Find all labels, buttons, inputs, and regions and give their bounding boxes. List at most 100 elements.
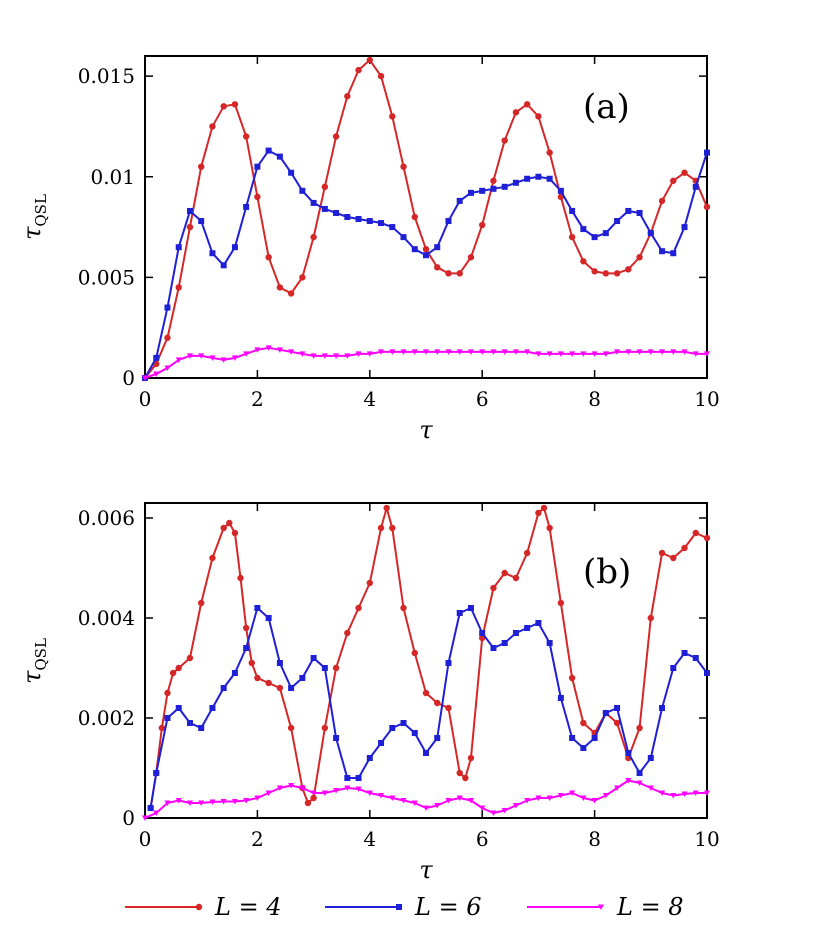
data-point xyxy=(569,735,576,741)
data-point xyxy=(383,504,390,512)
data-point xyxy=(299,675,306,681)
y-tick-label: 0 xyxy=(122,806,135,830)
data-point xyxy=(512,179,519,186)
data-point xyxy=(568,233,576,241)
data-point xyxy=(254,674,261,682)
legend-item: L = 4 xyxy=(125,893,282,921)
data-point xyxy=(659,705,666,711)
data-point xyxy=(175,284,182,291)
x-tick-label: 10 xyxy=(694,387,719,411)
data-point xyxy=(422,689,430,697)
data-point xyxy=(186,720,193,726)
data-point xyxy=(142,815,148,821)
data-point xyxy=(287,724,295,732)
data-point xyxy=(321,205,328,212)
x-tick-label: 4 xyxy=(363,387,376,411)
data-point xyxy=(186,207,193,214)
data-point xyxy=(670,793,677,799)
data-point xyxy=(243,203,250,210)
data-point xyxy=(557,695,564,701)
data-point xyxy=(670,554,677,562)
data-point xyxy=(479,805,486,811)
data-point xyxy=(681,169,688,176)
data-point xyxy=(467,349,474,355)
data-point xyxy=(647,614,654,622)
data-point xyxy=(411,730,418,736)
data-point xyxy=(647,349,654,355)
data-point xyxy=(378,220,385,227)
data-point xyxy=(164,800,171,806)
data-point xyxy=(299,785,306,791)
data-point xyxy=(456,795,463,801)
data-point xyxy=(467,189,474,196)
data-point xyxy=(186,800,193,806)
data-point xyxy=(209,705,216,711)
data-point xyxy=(220,357,227,363)
data-point xyxy=(670,665,677,671)
data-point xyxy=(647,755,654,761)
data-point xyxy=(153,770,160,776)
data-point xyxy=(220,799,227,805)
data-point xyxy=(434,349,441,355)
data-point xyxy=(445,660,452,666)
data-point xyxy=(332,133,340,140)
data-point xyxy=(310,794,317,802)
data-point xyxy=(692,183,699,190)
panel-label: (b) xyxy=(583,552,631,592)
data-point xyxy=(344,629,351,637)
data-point xyxy=(535,113,542,120)
data-point xyxy=(254,163,261,170)
data-point xyxy=(546,640,553,646)
data-point xyxy=(186,223,194,231)
y-tick-label: 0.015 xyxy=(78,64,135,88)
data-point xyxy=(490,177,497,184)
data-point xyxy=(580,795,587,801)
data-point xyxy=(524,625,531,631)
data-point xyxy=(681,650,688,656)
data-point xyxy=(243,351,250,357)
data-point xyxy=(366,351,373,357)
data-point xyxy=(501,183,508,190)
data-point xyxy=(692,655,699,661)
data-point xyxy=(400,720,407,726)
data-point xyxy=(704,149,710,156)
data-point xyxy=(366,579,373,587)
data-point xyxy=(681,544,688,552)
data-point xyxy=(310,199,317,206)
data-point xyxy=(535,173,542,180)
data-point xyxy=(243,798,250,804)
data-point xyxy=(355,604,362,612)
data-point xyxy=(321,183,329,191)
data-point xyxy=(422,246,430,253)
data-point xyxy=(462,774,469,782)
data-point xyxy=(636,780,643,786)
data-point xyxy=(704,670,710,676)
data-point xyxy=(434,699,441,707)
data-point xyxy=(591,268,598,275)
series-3 xyxy=(142,778,710,821)
data-point xyxy=(456,197,463,204)
data-point xyxy=(445,270,452,277)
data-point xyxy=(569,790,576,796)
data-point xyxy=(467,798,474,804)
data-point xyxy=(580,719,587,727)
data-point xyxy=(209,123,216,130)
data-point xyxy=(445,704,452,712)
y-tick-label: 0.006 xyxy=(78,506,135,530)
data-point xyxy=(265,147,272,154)
data-point xyxy=(231,799,238,805)
panel-b: 0 2 4 6 8 10 0 0.002 0.004 0.006 τ τQSL (b) xyxy=(18,502,720,884)
series-line xyxy=(144,779,707,819)
data-point xyxy=(580,351,587,357)
data-point xyxy=(524,175,531,182)
data-point xyxy=(304,799,312,807)
data-point xyxy=(288,349,295,355)
data-point xyxy=(591,735,598,741)
data-point xyxy=(580,745,587,751)
data-point xyxy=(591,798,598,804)
x-tick-label: 10 xyxy=(694,827,719,851)
data-point xyxy=(276,684,284,692)
data-point xyxy=(243,645,250,651)
y-tick-label: 0.01 xyxy=(90,165,135,189)
data-point xyxy=(467,605,474,611)
